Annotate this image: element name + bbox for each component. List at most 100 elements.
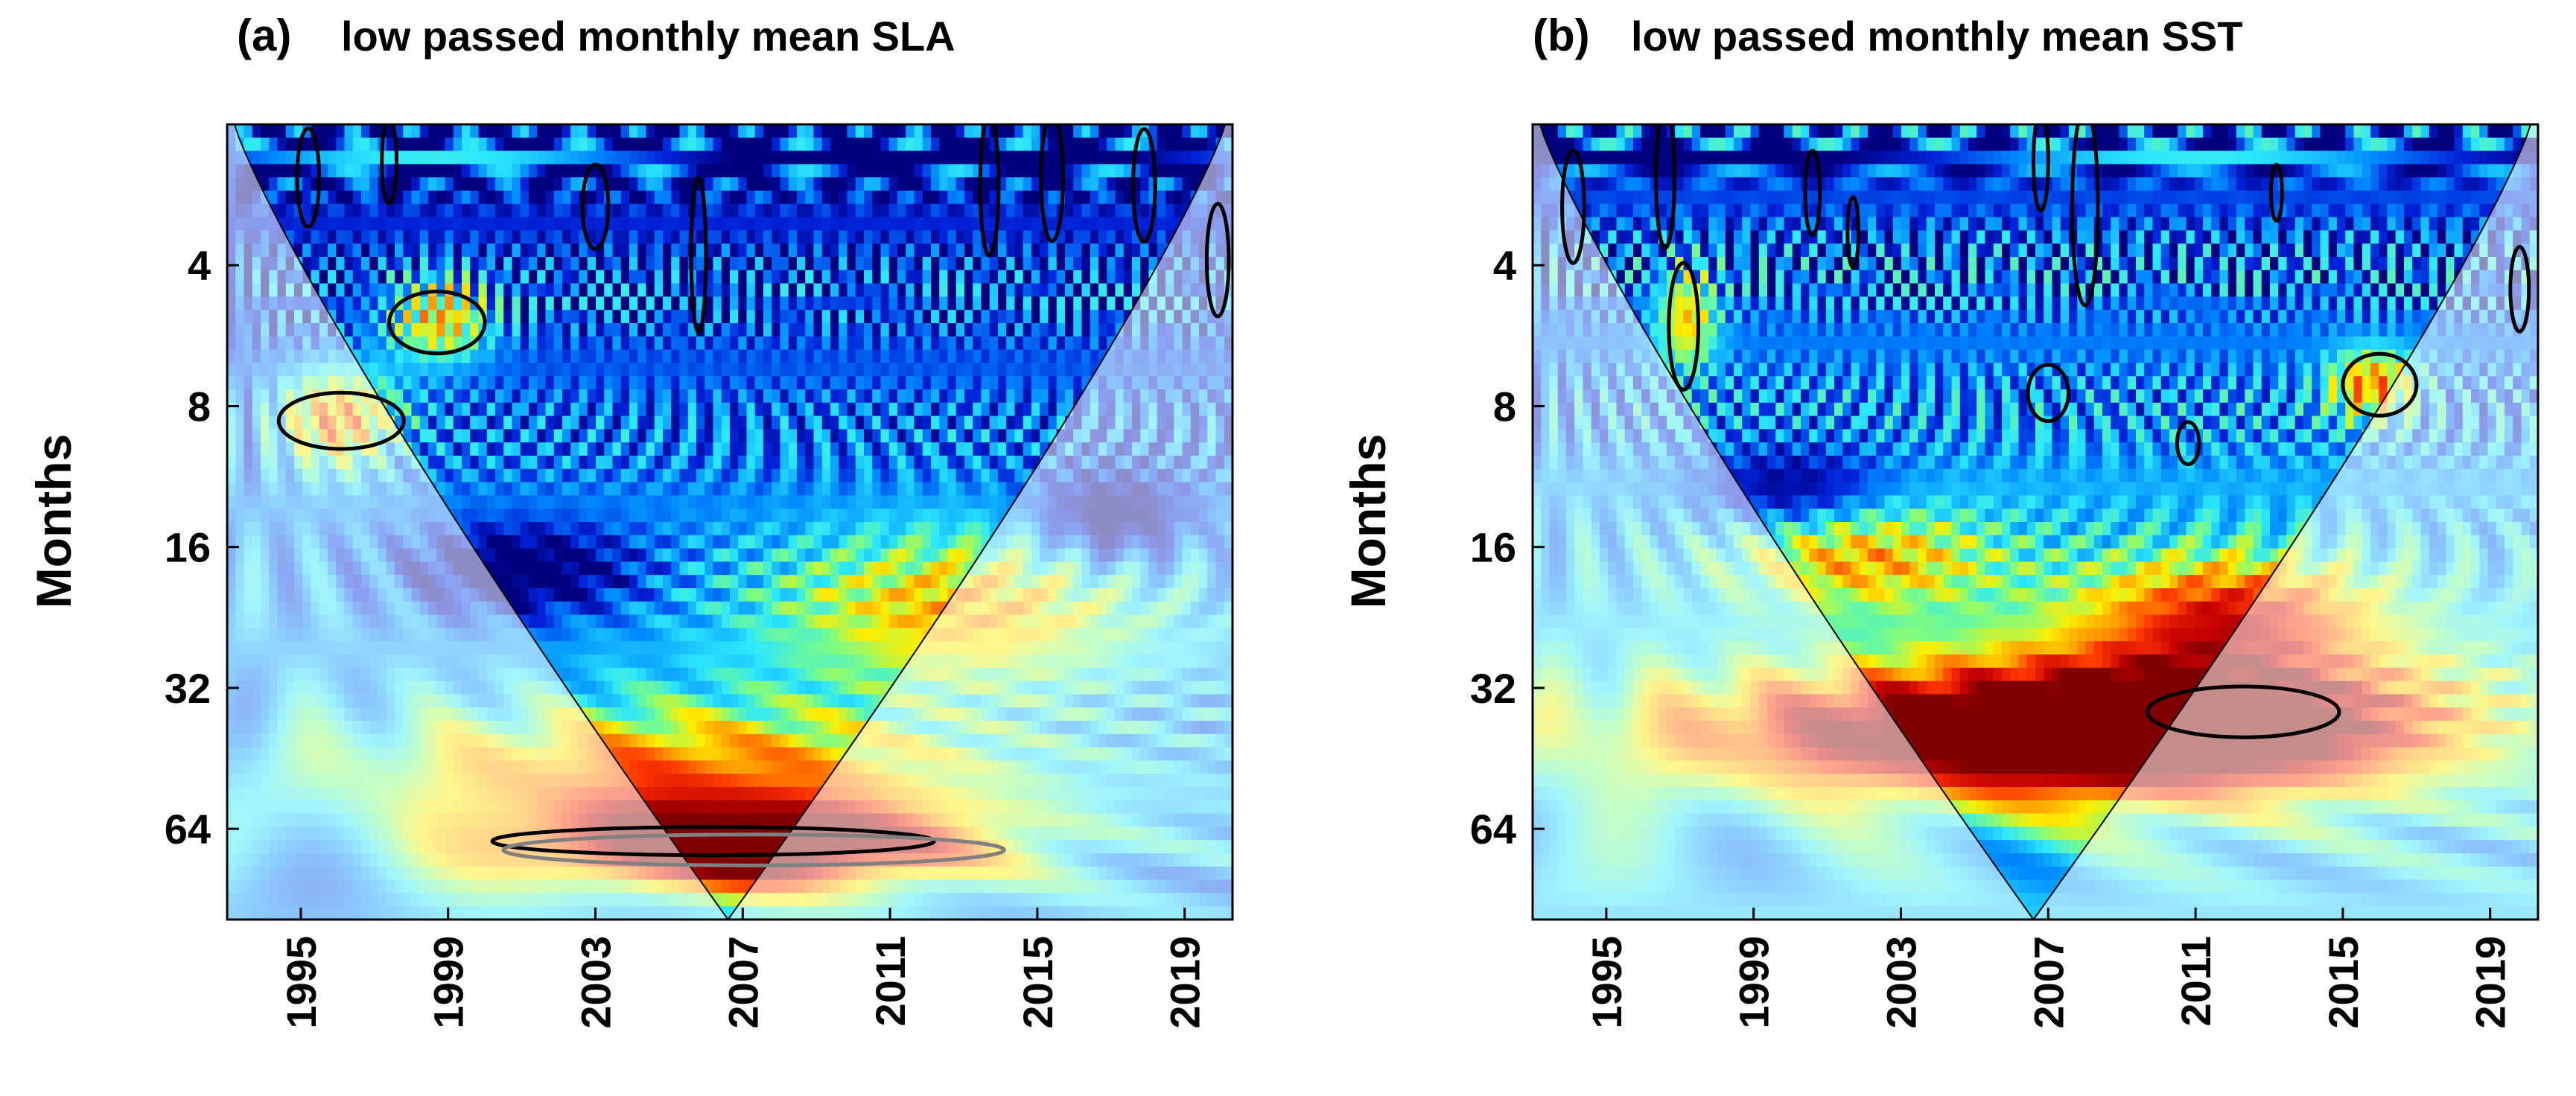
heatmap-cell	[1081, 164, 1091, 178]
heatmap-cell	[411, 296, 421, 310]
heatmap-cell	[772, 641, 781, 655]
heatmap-cell	[830, 389, 840, 404]
heatmap-cell	[696, 217, 706, 232]
heatmap-cell	[1073, 150, 1083, 165]
heatmap-cell	[369, 150, 379, 165]
heatmap-cell	[914, 415, 923, 430]
heatmap-cell	[696, 654, 706, 669]
heatmap-cell	[445, 310, 454, 324]
heatmap-cell	[629, 614, 639, 629]
heatmap-cell	[344, 310, 354, 324]
heatmap-cell	[1056, 270, 1066, 284]
heatmap-cell	[453, 230, 462, 244]
heatmap-cell	[570, 468, 580, 483]
heatmap-cell	[797, 509, 807, 523]
heatmap-cell	[529, 349, 538, 364]
heatmap-cell	[395, 323, 404, 337]
heatmap-cell	[612, 230, 622, 244]
heatmap-cell	[570, 191, 580, 205]
heatmap-cell	[470, 442, 480, 456]
heatmap-cell	[855, 217, 865, 232]
heatmap-cell	[637, 588, 647, 602]
heatmap-cell	[788, 257, 798, 271]
heatmap-cell	[788, 641, 798, 655]
heatmap-cell	[428, 217, 438, 232]
heatmap-cell	[570, 535, 580, 549]
heatmap-cell	[880, 654, 890, 669]
heatmap-cell	[671, 243, 681, 258]
heatmap-cell	[462, 270, 471, 284]
heatmap-cell	[947, 522, 957, 536]
heatmap-cell	[721, 243, 731, 258]
heatmap-cell	[947, 164, 957, 178]
heatmap-cell	[880, 323, 890, 337]
heatmap-cell	[553, 310, 563, 324]
heatmap-cell	[679, 164, 689, 178]
heatmap-cell	[772, 548, 781, 563]
heatmap-cell	[478, 509, 488, 523]
heatmap-cell	[579, 561, 588, 576]
heatmap-cell	[964, 468, 974, 483]
heatmap-cell	[931, 217, 941, 232]
heatmap-cell	[805, 389, 815, 404]
heatmap-cell	[604, 456, 614, 470]
heatmap-cell	[470, 509, 480, 523]
heatmap-cell	[311, 243, 320, 258]
heatmap-cell	[973, 468, 982, 483]
heatmap-cell	[529, 296, 538, 310]
heatmap-cell	[319, 283, 328, 298]
heatmap-cell	[495, 203, 505, 218]
heatmap-cell	[620, 509, 630, 523]
heatmap-cell	[1115, 217, 1125, 232]
heatmap-cell	[696, 575, 706, 589]
heatmap-cell	[663, 310, 672, 324]
heatmap-cell	[495, 137, 505, 152]
heatmap-cell	[679, 588, 689, 602]
heatmap-cell	[328, 177, 337, 191]
heatmap-cell	[805, 575, 815, 589]
heatmap-cell	[436, 376, 446, 390]
heatmap-cell	[562, 614, 572, 629]
heatmap-cell	[763, 376, 773, 390]
heatmap-cell	[897, 628, 907, 642]
heatmap-cell	[637, 296, 647, 310]
heatmap-cell	[738, 323, 748, 337]
heatmap-cell	[453, 415, 462, 430]
heatmap-cell	[629, 468, 639, 483]
heatmap-cell	[1140, 137, 1150, 152]
heatmap-cell	[713, 191, 722, 205]
heatmap-cell	[705, 628, 714, 642]
heatmap-cell	[470, 137, 480, 152]
heatmap-cell	[470, 429, 480, 443]
heatmap-cell	[989, 283, 999, 298]
heatmap-cell	[436, 296, 446, 310]
heatmap-cell	[671, 575, 681, 589]
heatmap-cell	[872, 137, 882, 152]
heatmap-cell	[596, 389, 605, 404]
heatmap-cell	[830, 363, 840, 377]
heatmap-cell	[906, 243, 915, 258]
heatmap-cell	[252, 150, 261, 165]
heatmap-cell	[821, 415, 831, 430]
heatmap-cell	[1014, 323, 1024, 337]
heatmap-cell	[503, 217, 513, 232]
heatmap-cell	[328, 230, 337, 244]
heatmap-cell	[637, 667, 647, 682]
heatmap-cell	[478, 164, 488, 178]
heatmap-cell	[428, 456, 438, 470]
heatmap-cell	[830, 667, 840, 682]
heatmap-cell	[328, 283, 337, 298]
heatmap-cell	[436, 415, 446, 430]
heatmap-cell	[503, 336, 513, 351]
heatmap-cell	[419, 323, 429, 337]
heatmap-cell	[780, 601, 789, 616]
heatmap-cell	[763, 137, 773, 152]
heatmap-cell	[763, 164, 773, 178]
heatmap-cell	[637, 429, 647, 443]
heatmap-cell	[998, 389, 1008, 404]
heatmap-cell	[629, 442, 639, 456]
heatmap-cell	[1115, 203, 1125, 218]
heatmap-cell	[285, 191, 295, 205]
heatmap-cell	[646, 203, 655, 218]
heatmap-cell	[763, 230, 773, 244]
